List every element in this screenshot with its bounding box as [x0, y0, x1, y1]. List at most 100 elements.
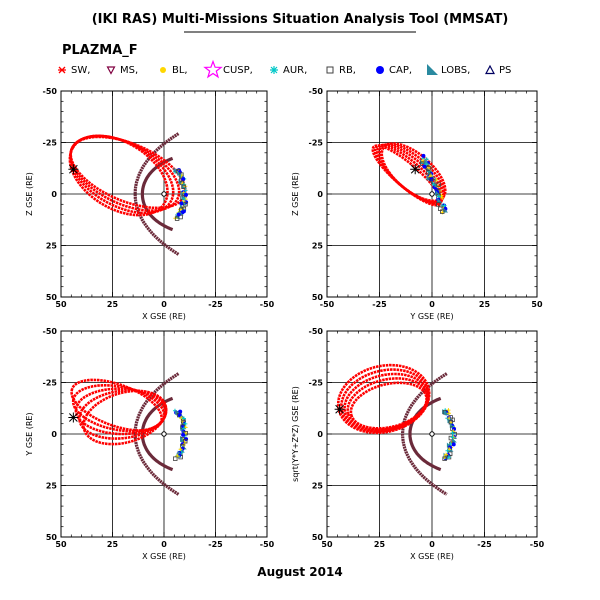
y-tick-label: 50: [312, 293, 324, 302]
x-tick-label: -50: [260, 540, 275, 549]
y-tick-label: 0: [317, 430, 323, 439]
x-tick-label: 25: [479, 300, 491, 309]
y-tick-label: -25: [43, 379, 58, 388]
y-axis-label: Y GSE (RE): [25, 412, 34, 456]
rb-square-icon: [326, 66, 334, 74]
y-tick-label: -25: [309, 379, 324, 388]
y-tick-label: 25: [312, 242, 324, 251]
orbit-loop: [78, 389, 168, 440]
legend-item: PS: [485, 64, 511, 76]
chart-panel-bottom-left: 50 25 0 -25 -50 -50 -25 0 25 50 X GSE (RE) Y GSE (R…: [25, 327, 275, 561]
x-tick-label: 0: [429, 300, 435, 309]
x-tick-label: -25: [372, 300, 387, 309]
plot-area: [334, 363, 458, 496]
plot-area: [68, 132, 189, 256]
x-axis-label: X GSE (RE): [410, 552, 454, 561]
legend-item: SW,: [58, 65, 90, 76]
x-axis-label: Y GSE (RE): [409, 312, 453, 321]
plot-area: [371, 142, 449, 215]
orbit-loop: [68, 134, 169, 217]
x-axis-label: X GSE (RE): [142, 552, 186, 561]
legend-label: PS: [499, 65, 511, 76]
x-tick-label: 50: [321, 540, 333, 549]
x-axis-label: X GSE (RE): [142, 312, 186, 321]
legend-label: CAP,: [389, 65, 412, 76]
y-tick-label: 0: [51, 190, 57, 199]
mission-name: PLAZMA_F: [62, 43, 138, 58]
orbit-trajectory: [371, 142, 447, 207]
legend-label: SW,: [71, 65, 90, 76]
legend-label: LOBS,: [441, 65, 470, 76]
y-tick-label: 25: [46, 242, 58, 251]
ps-triangle-icon: [485, 64, 495, 75]
orbit-trajectory: [336, 363, 431, 435]
y-tick-label: -50: [309, 87, 324, 96]
spacecraft-position-marker: [68, 164, 79, 175]
legend-item: AUR,: [270, 65, 307, 76]
chart-panel-bottom-right: 50 25 0 -25 -50 -50 -25 0 25 50 X GSE (RE) sqrt(Y*Y…: [291, 327, 545, 561]
footer-date: August 2014: [257, 565, 342, 579]
x-tick-label: 0: [429, 540, 435, 549]
spacecraft-position-marker: [334, 404, 345, 415]
orbit-loop: [349, 381, 428, 430]
lobs-triangle-icon: [427, 64, 438, 75]
x-tick-label: -50: [320, 300, 335, 309]
orbit-loop: [376, 143, 445, 205]
cusp-star-icon: [203, 59, 223, 79]
x-tick-label: -25: [477, 540, 492, 549]
ms-triangle-icon: [106, 66, 116, 75]
x-tick-label: 0: [161, 540, 167, 549]
y-tick-label: 50: [312, 533, 324, 542]
region-markers: [442, 408, 458, 461]
chart-panel-top-right: -50 -25 0 25 50 50 25 0 -25 -50 Y GSE (RE) Z GSE (R…: [291, 87, 543, 321]
y-tick-label: -50: [43, 327, 58, 336]
aur-asterisk-icon: [270, 66, 278, 74]
orbit-loop: [82, 389, 168, 446]
legend-label: BL,: [172, 65, 188, 76]
orbit-trajectory: [70, 378, 168, 446]
earth-marker: [161, 191, 167, 197]
orbit-trajectory: [68, 134, 187, 217]
page-title: (IKI RAS) Multi-Missions Situation Analy…: [92, 12, 509, 27]
legend-item: LOBS,: [427, 64, 470, 76]
y-tick-label: -25: [43, 139, 58, 148]
y-tick-label: 0: [317, 190, 323, 199]
legend-item: CAP,: [376, 65, 412, 76]
earth-marker: [161, 431, 167, 437]
x-tick-label: 50: [55, 540, 67, 549]
magnetopause-curve: [140, 156, 174, 232]
y-tick-label: 25: [312, 482, 324, 491]
legend-item: MS,: [106, 65, 138, 76]
y-axis-label: sqrt(Y*Y+Z*Z) GSE (RE): [291, 386, 300, 482]
legend-item: RB,: [326, 65, 356, 76]
y-tick-label: 50: [46, 293, 58, 302]
x-tick-label: -50: [260, 300, 275, 309]
orbit-loop: [69, 134, 181, 212]
legend-item: CUSP,: [203, 59, 253, 79]
region-markers: [172, 408, 189, 461]
orbit-loop: [380, 142, 447, 203]
sw-marker-icon: [58, 66, 66, 74]
x-tick-label: -25: [208, 300, 223, 309]
y-axis-label: Z GSE (RE): [25, 172, 34, 216]
legend-label: AUR,: [283, 65, 307, 76]
bl-star-icon: [160, 67, 166, 73]
y-tick-label: -50: [43, 87, 58, 96]
x-tick-label: 25: [374, 540, 386, 549]
x-tick-label: 50: [531, 300, 543, 309]
plot-area: [68, 372, 189, 496]
legend-label: RB,: [339, 65, 356, 76]
spacecraft-position-marker: [410, 164, 421, 175]
y-tick-label: -50: [309, 327, 324, 336]
legend-item: BL,: [160, 65, 188, 76]
legend: SW, MS, BL, CUSP, AUR, RB, CAP, LOBS, PS: [58, 59, 511, 79]
x-tick-label: 25: [107, 300, 119, 309]
region-markers: [173, 167, 189, 221]
x-tick-label: 0: [161, 300, 167, 309]
x-tick-label: 25: [107, 540, 119, 549]
earth-marker: [429, 431, 435, 437]
orbit-loop: [69, 135, 187, 210]
y-axis-label: Z GSE (RE): [291, 172, 300, 216]
region-markers: [419, 153, 449, 215]
